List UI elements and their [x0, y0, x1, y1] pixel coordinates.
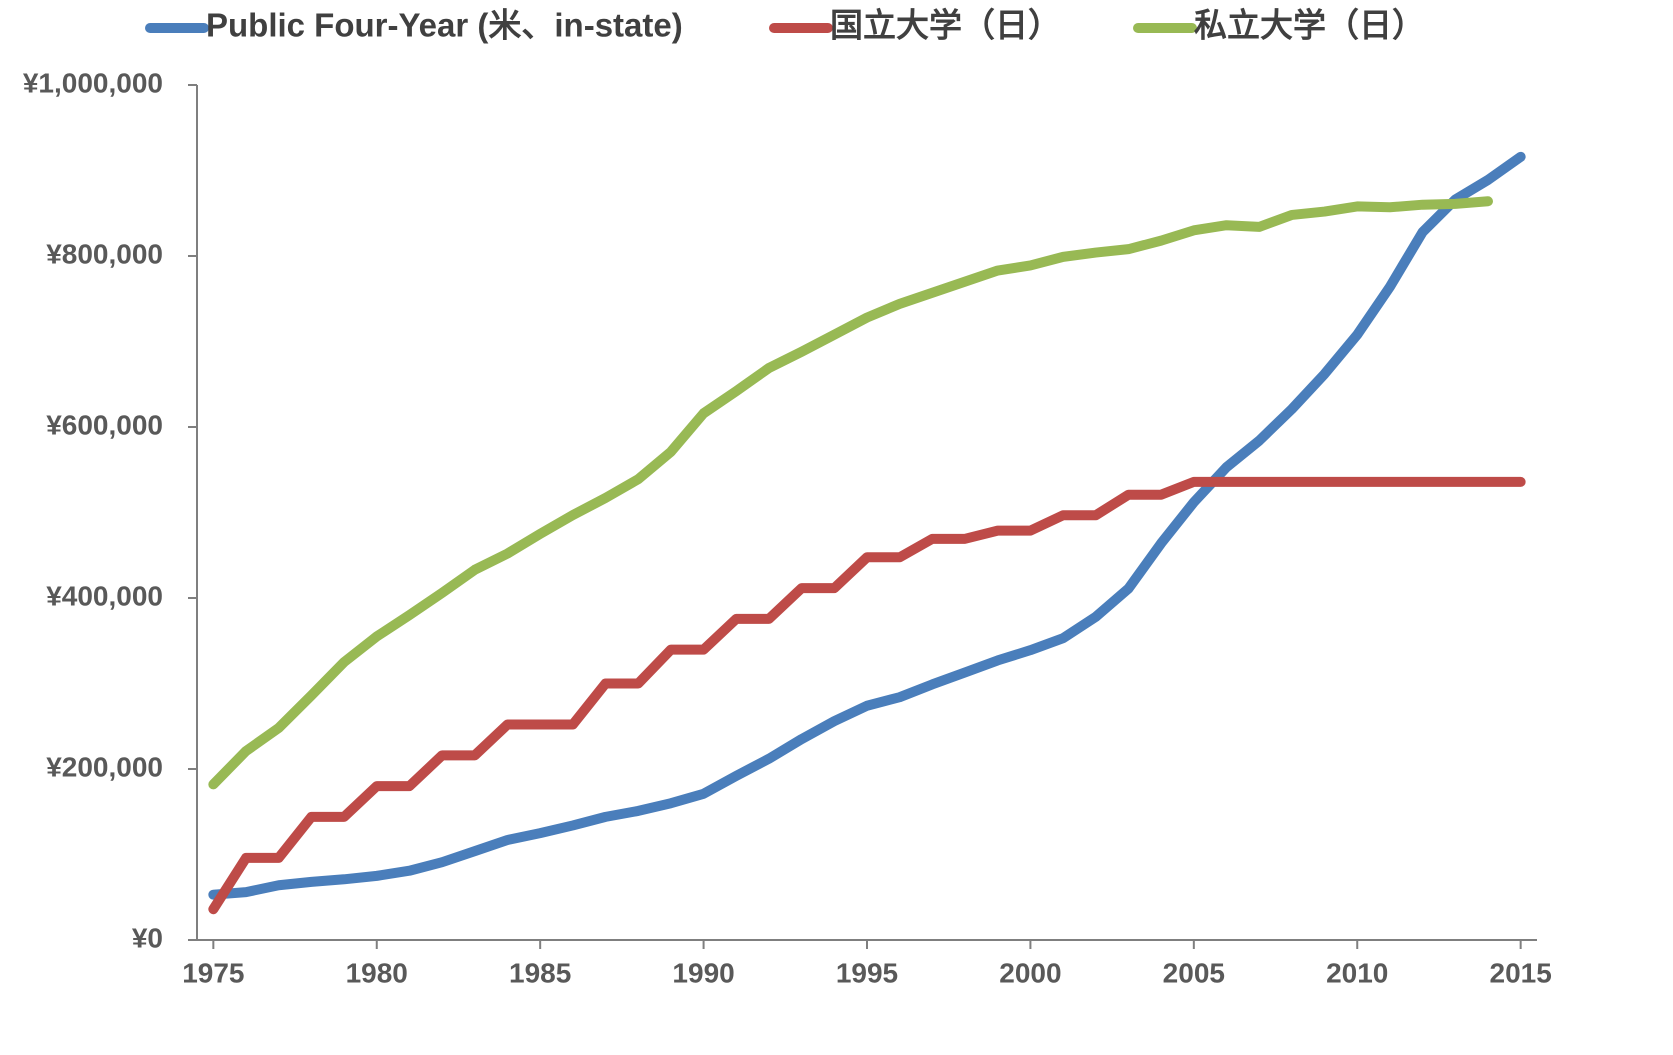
x-tick-label: 2015	[1490, 957, 1552, 988]
series-line	[208, 476, 1526, 915]
x-tick-label: 1995	[836, 957, 898, 988]
y-tick-label: ¥800,000	[46, 238, 163, 269]
series-line	[208, 196, 1493, 790]
y-tick-label: ¥200,000	[46, 751, 163, 782]
y-tick-label: ¥1,000,000	[23, 67, 163, 98]
x-tick-label: 2000	[999, 957, 1061, 988]
legend-label: 私立大学（日）	[1194, 7, 1425, 44]
x-tick-label: 1975	[182, 957, 244, 988]
x-tick-label: 1985	[509, 957, 571, 988]
y-tick-label: ¥600,000	[46, 409, 163, 440]
x-tick-label: 1980	[346, 957, 408, 988]
series-line	[208, 151, 1526, 900]
y-tick-label: ¥400,000	[46, 580, 163, 611]
x-tick-label: 2005	[1163, 957, 1225, 988]
legend-label: 国立大学（日）	[830, 7, 1061, 44]
y-tick-label: ¥0	[132, 922, 163, 953]
x-tick-label: 2010	[1326, 957, 1388, 988]
x-tick-label: 1990	[672, 957, 734, 988]
legend-label: Public Four-Year (米、in-state)	[206, 7, 683, 44]
